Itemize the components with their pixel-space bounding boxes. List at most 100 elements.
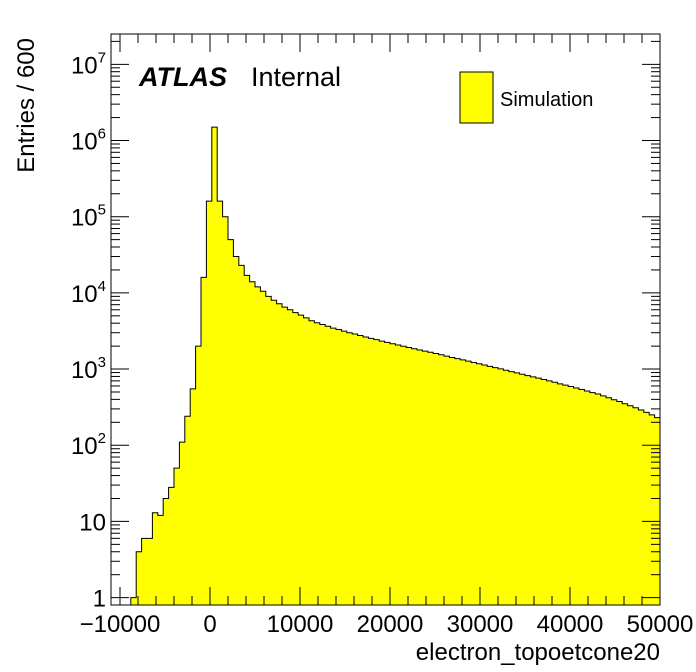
histogram-bin [622,403,628,605]
y-tick-label: 104 [71,278,106,308]
histogram-bin [422,351,429,605]
histogram-bin [238,265,245,605]
histogram-bin [606,397,612,605]
histogram-bin [357,335,364,605]
histogram-bin [298,315,304,605]
legend-label-simulation: Simulation [500,89,593,111]
x-tick-label: 30000 [447,611,514,638]
histogram-bin [260,291,267,605]
histogram-bin [519,374,526,605]
histogram-bin [211,127,218,605]
x-tick-label: 0 [203,611,216,638]
histogram-bin [152,512,159,605]
histogram-bin [503,370,510,605]
histogram-bin [379,341,385,605]
x-tick-label: 20000 [357,611,424,638]
y-tick-label: 1 [93,586,106,613]
tick-labels: −10000 0 10000 20000 30000 40000 50000 1 10 102 10… [71,49,693,638]
histogram-bin [255,286,261,605]
histogram-bin [525,375,531,605]
histogram-bin [552,382,558,605]
histogram-bin [514,372,520,605]
histogram-bin [568,386,574,605]
histogram-bin [433,353,439,605]
histogram-bin [352,334,358,605]
histogram-bin [195,346,202,605]
histogram-bin [319,324,326,605]
y-tick-label: 102 [71,430,106,460]
histogram-bin [384,342,391,605]
x-tick-label: −10000 [80,611,161,638]
y-tick-label: 105 [71,202,106,232]
histogram-bin [465,361,472,605]
histogram-bin [471,362,477,605]
atlas-label: ATLAS [138,62,227,92]
histogram-bin [649,414,655,605]
histogram-bin [530,376,537,605]
histogram-bin [460,359,466,605]
histogram-bin [611,399,618,605]
histogram-bin [406,347,412,605]
y-tick-label: 103 [71,354,106,384]
histogram-bin [244,275,250,605]
histogram-bin [276,303,283,605]
histogram-bin [541,379,547,605]
histogram-bin [557,383,564,605]
plot-frame [110,33,661,606]
histogram-bin [492,367,499,605]
histogram-bin [654,417,661,605]
histogram-bin [287,309,294,605]
histogram-bin [481,365,488,605]
histogram-bin [395,344,402,605]
histogram-bin [643,412,650,605]
internal-label: Internal [251,62,341,92]
histogram-bin [271,300,277,605]
histogram-bin [265,296,272,605]
histogram-bin [390,343,396,605]
y-tick-label: 107 [71,49,106,79]
histogram-bin [535,378,542,605]
histogram-bin [584,391,591,605]
histogram-bin [368,338,375,605]
histogram-bin [157,515,164,605]
histogram-bin [573,387,580,605]
histogram-bin [546,380,553,605]
histogram-bin [400,346,407,605]
histogram-bin [595,394,601,605]
histogram-bin [444,356,450,605]
legend-swatch-simulation [459,71,494,124]
histogram-bin [163,498,169,605]
histogram-bin [498,368,504,605]
histogram-bin [282,307,288,605]
histogram-bin [314,322,321,605]
y-tick-label: 10 [79,509,106,536]
histogram-bin [616,401,623,605]
histogram-bin [476,363,483,605]
histogram-bin [249,281,256,605]
y-tick-label: 106 [71,126,106,156]
histogram-bin [206,201,213,605]
histogram-bin [438,354,445,605]
histogram-bin [373,339,380,605]
histogram-bin [417,349,423,605]
histogram-bin [627,405,634,605]
y-axis-title: Entries / 600 [13,38,40,173]
histogram-bin [638,410,645,605]
histogram-bin [228,239,234,605]
x-axis-title: electron_topoetcone20 [416,639,660,666]
histogram-bin [346,332,353,605]
histogram-bin [363,336,369,605]
histogram-series-simulation [130,126,661,606]
histogram-bin [141,538,148,605]
histogram-bin [136,551,142,605]
histogram-outline [130,126,660,605]
histogram-bin [341,331,348,605]
histogram-bin [130,597,137,605]
histogram-bin [292,312,299,605]
x-tick-label: 40000 [537,611,604,638]
histogram-bin [147,538,153,605]
histogram-bin [600,395,607,605]
axes [110,33,661,606]
histogram-bin [222,216,229,606]
